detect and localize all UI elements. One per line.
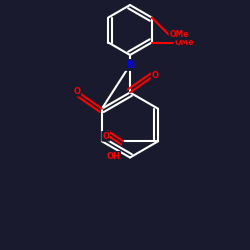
Text: O: O — [73, 87, 80, 96]
Text: OMe: OMe — [170, 30, 189, 40]
Text: OH: OH — [106, 152, 120, 161]
Text: O: O — [152, 70, 158, 80]
Text: O: O — [102, 132, 109, 141]
Text: OMe: OMe — [174, 38, 194, 47]
Text: N: N — [126, 60, 134, 70]
